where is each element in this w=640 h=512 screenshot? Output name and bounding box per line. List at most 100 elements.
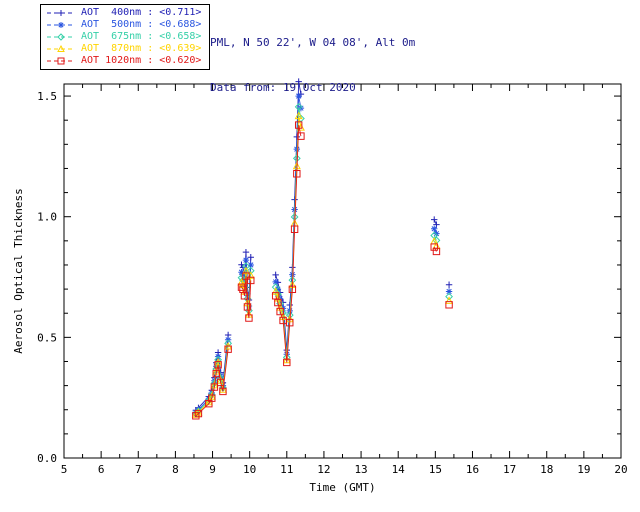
diamond-marker <box>445 292 453 301</box>
series-aot-870nm <box>191 111 454 418</box>
asterisk-marker <box>445 288 453 295</box>
asterisk-marker-icon <box>58 22 64 28</box>
legend-entry: AOT 500nm : <0.688> <box>46 19 201 31</box>
x-tick-label: 16 <box>466 463 479 476</box>
square-marker <box>288 285 297 294</box>
axes: 5 6 7 8 9 10 11 12 13 14 15 16 17 18 19 20 0.0 0.5 1.0 1.5 T… <box>12 83 628 494</box>
x-tick-label: 19 <box>577 463 590 476</box>
series-line <box>241 276 252 319</box>
triangle-marker <box>218 385 227 393</box>
station-location-line: PML, N 50 22', W 04 08', Alt 0m <box>210 36 416 49</box>
x-tick-label: 17 <box>503 463 516 476</box>
square-marker <box>210 383 219 391</box>
plus-marker <box>445 281 453 288</box>
legend-entry: AOT 675nm : <0.658> <box>46 31 201 43</box>
diamond-marker <box>242 262 250 271</box>
plus-marker <box>295 78 302 85</box>
y-tick-label: 1.5 <box>37 90 57 103</box>
diamond-marker <box>246 266 255 275</box>
x-tick-label: 10 <box>243 463 256 476</box>
square-marker <box>240 292 249 300</box>
legend-entry: AOT 870nm : <0.639> <box>46 43 201 55</box>
legend-entry: AOT 400nm : <0.711> <box>46 7 201 19</box>
station-info: PML, N 50 22', W 04 08', Alt 0m Data fro… <box>210 5 415 125</box>
series-aot-400nm <box>192 78 453 414</box>
square-marker <box>430 243 438 251</box>
asterisk-marker <box>272 278 279 286</box>
y-tick-label: 0.5 <box>37 331 57 344</box>
triangle-marker <box>241 266 250 275</box>
x-tick-label: 12 <box>317 463 330 476</box>
series-aot-675nm <box>191 103 453 418</box>
triangle-marker <box>445 296 454 304</box>
square-marker <box>283 358 291 367</box>
legend-entry-label: AOT 870nm : <0.639> <box>81 43 202 54</box>
legend-entry-label: AOT 1020nm : <0.620> <box>81 55 202 66</box>
y-axis-title: Aerosol Optical Thickness <box>12 188 25 354</box>
series-aot-500nm <box>192 92 453 416</box>
plus-marker <box>431 216 438 223</box>
square-marker <box>212 369 220 378</box>
square-marker <box>237 283 246 291</box>
y-tick-label: 0.0 <box>37 452 57 465</box>
series-line <box>195 349 229 417</box>
legend-entry-label: AOT 675nm : <0.658> <box>81 31 202 42</box>
legend-entry-label: AOT 500nm : <0.688> <box>81 19 202 30</box>
legend-sample-line <box>47 10 75 16</box>
legend-entry: AOT 1020nm : <0.620> <box>46 55 201 67</box>
x-tick-label: 8 <box>172 463 179 476</box>
x-tick-label: 20 <box>614 463 627 476</box>
series-aot-1020nm <box>192 121 453 420</box>
square-marker <box>219 387 227 396</box>
diamond-marker <box>294 103 303 111</box>
square-marker <box>286 318 294 327</box>
square-marker <box>445 301 453 309</box>
x-tick-label: 18 <box>540 463 553 476</box>
square-marker <box>276 307 284 316</box>
legend-sample-line <box>47 57 75 65</box>
square-marker <box>290 225 299 233</box>
legend-entry-label: AOT 400nm : <0.711> <box>81 7 202 18</box>
legend-sample-line <box>47 22 75 28</box>
asterisk-marker <box>242 256 250 264</box>
asterisk-marker <box>274 285 282 293</box>
asterisk-marker <box>247 261 254 269</box>
plus-marker <box>242 248 250 256</box>
diamond-marker <box>271 283 280 292</box>
legend-sample-line <box>47 44 75 53</box>
square-marker <box>194 409 203 418</box>
triangle-marker <box>282 355 291 364</box>
asterisk-marker <box>295 92 302 100</box>
plus-marker <box>247 254 254 261</box>
x-tick-label: 6 <box>98 463 105 476</box>
triangle-marker <box>271 287 280 295</box>
square-marker <box>432 247 441 256</box>
square-marker-icon <box>57 57 65 65</box>
x-tick-label: 15 <box>429 463 442 476</box>
x-tick-label: 13 <box>354 463 367 476</box>
x-axis-title: Time (GMT) <box>309 481 375 494</box>
triangle-marker <box>207 392 216 400</box>
square-marker <box>293 170 301 178</box>
square-marker <box>214 361 222 369</box>
diamond-marker-icon <box>57 33 65 41</box>
data-date-line: Data from: 19 Oct 2020 <box>210 81 356 94</box>
plus-marker-icon <box>58 10 64 16</box>
square-marker <box>243 303 252 311</box>
legend-sample-line <box>47 33 75 41</box>
square-marker <box>274 298 282 307</box>
square-marker <box>208 394 216 402</box>
y-tick-label: 1.0 <box>37 211 57 224</box>
square-marker <box>297 132 305 140</box>
square-marker <box>242 272 250 280</box>
x-tick-label: 7 <box>135 463 142 476</box>
x-tick-label: 9 <box>209 463 216 476</box>
asterisk-marker <box>431 225 438 232</box>
asterisk-marker <box>433 230 440 237</box>
square-marker <box>224 345 232 353</box>
triangle-marker-icon <box>57 44 65 53</box>
x-tick-label: 14 <box>392 463 406 476</box>
square-marker <box>247 276 255 285</box>
